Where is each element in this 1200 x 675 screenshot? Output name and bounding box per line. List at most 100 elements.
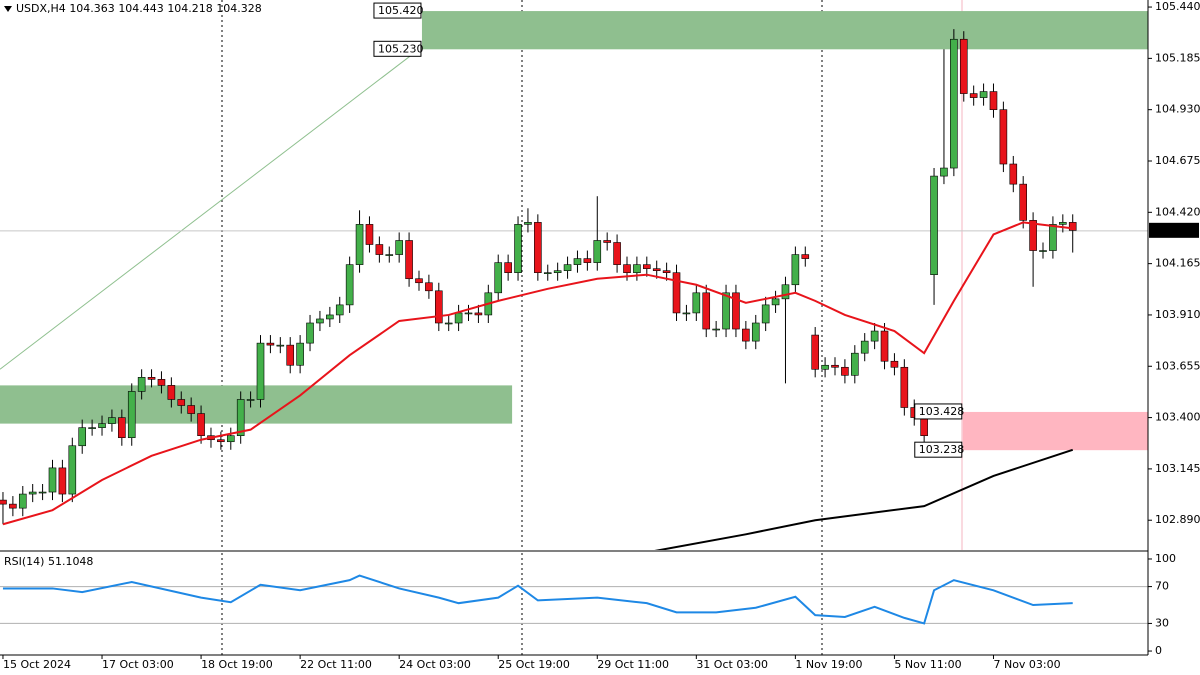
- candle-body: [979, 91, 988, 98]
- rsi-title: RSI(14) 51.1048: [4, 555, 93, 568]
- candle-body: [682, 312, 691, 315]
- x-tick-label: 5 Nov 11:00: [894, 658, 961, 671]
- x-tick-label: 22 Oct 11:00: [300, 658, 372, 671]
- x-tick-label: 24 Oct 03:00: [399, 658, 471, 671]
- y-tick-label: 70: [1155, 580, 1169, 593]
- candle-body: [1019, 183, 1027, 221]
- candle-body: [167, 385, 176, 400]
- candle-body: [266, 342, 275, 346]
- candle-body: [761, 304, 770, 324]
- rsi-panel: [0, 553, 1148, 655]
- candle-body: [831, 364, 839, 368]
- candle-body: [454, 312, 463, 324]
- candle-body: [316, 318, 324, 324]
- candle-body: [137, 377, 146, 392]
- header-high: 104.443: [118, 2, 164, 15]
- candle-body: [969, 93, 978, 98]
- candle-body: [930, 175, 938, 275]
- candle-body: [633, 264, 641, 273]
- candle-body: [841, 366, 849, 376]
- candle-body: [236, 399, 245, 436]
- moving-average: [654, 448, 1074, 550]
- header-low: 104.218: [167, 2, 213, 15]
- candle-body: [0, 499, 7, 505]
- candle-body: [88, 427, 96, 429]
- candle-body: [959, 38, 968, 94]
- candle-body: [474, 312, 483, 316]
- zone-label-box: [914, 403, 963, 420]
- candle-body: [702, 292, 711, 330]
- candle-body: [464, 312, 473, 315]
- zone-label: 105.230: [378, 42, 424, 55]
- candle-body: [9, 503, 17, 509]
- y-tick-label: 30: [1155, 616, 1169, 629]
- candle-body: [791, 254, 800, 286]
- candle-body: [811, 334, 819, 370]
- x-tick-label: 18 Oct 19:00: [201, 658, 273, 671]
- candle-body: [444, 322, 453, 325]
- candle-body: [801, 254, 810, 259]
- candle-body: [217, 439, 225, 443]
- x-tick-label: 25 Oct 19:00: [498, 658, 570, 671]
- candle-body: [286, 344, 295, 366]
- candle-body: [742, 328, 750, 342]
- candle-body: [890, 360, 899, 368]
- candle-body: [563, 264, 572, 271]
- header: USDX,H4 104.363 104.443 104.218 104.328: [16, 2, 262, 15]
- zone-label-box: [373, 40, 422, 57]
- zone-price-label: 103.428: [914, 403, 965, 420]
- candle-body: [405, 240, 413, 280]
- candle-body: [504, 262, 512, 273]
- candle-body: [1029, 220, 1037, 251]
- candle-body: [712, 328, 720, 331]
- candle-body: [335, 304, 344, 316]
- zone-label-box: [373, 2, 422, 19]
- moving-average: [2, 221, 1073, 526]
- candle-body: [534, 222, 542, 273]
- candle-body: [127, 391, 136, 439]
- candle-body: [860, 340, 869, 354]
- candle-body: [296, 342, 304, 366]
- candle-body: [395, 240, 403, 255]
- trendline: [0, 48, 420, 370]
- zone-price-label: 105.230: [373, 40, 424, 57]
- candle-body: [38, 491, 47, 494]
- candle-body: [108, 417, 116, 424]
- rsi-line: [2, 574, 1073, 625]
- y-tick-label: 0: [1155, 644, 1162, 657]
- candle-body: [58, 467, 67, 495]
- candle-body: [1068, 222, 1077, 231]
- candle-body: [900, 366, 909, 408]
- candle-body: [662, 270, 671, 273]
- candle-body: [78, 427, 87, 447]
- candle-body: [950, 38, 958, 169]
- candle-body: [385, 254, 394, 256]
- candle-body: [851, 352, 859, 376]
- candle-body: [603, 240, 611, 243]
- zone-price-label: 105.420: [373, 2, 423, 19]
- candle-body: [771, 298, 780, 306]
- candle-body: [48, 467, 57, 493]
- candle-body: [989, 91, 998, 110]
- candle-body: [256, 342, 265, 400]
- zone-label: 103.428: [919, 405, 965, 418]
- x-tick-label: 1 Nov 19:00: [795, 658, 862, 671]
- candle-body: [573, 258, 582, 265]
- zone: [962, 411, 1148, 451]
- candle-body: [543, 272, 552, 274]
- candle-body: [821, 364, 829, 370]
- candle-body: [593, 240, 602, 263]
- candle-body: [365, 224, 374, 245]
- candle-body: [147, 377, 156, 380]
- candle-body: [1059, 222, 1067, 225]
- y-tick-label: 100: [1155, 552, 1176, 565]
- candle-body: [375, 244, 384, 255]
- y-tick-label: 103.655: [1155, 359, 1200, 372]
- header-close: 104.328: [216, 2, 262, 15]
- menu-arrow[interactable]: [4, 6, 12, 12]
- current-price-label: 104.328: [1153, 224, 1199, 237]
- candle-body: [345, 264, 354, 306]
- candle-body: [613, 242, 621, 265]
- candle-body: [1049, 224, 1057, 251]
